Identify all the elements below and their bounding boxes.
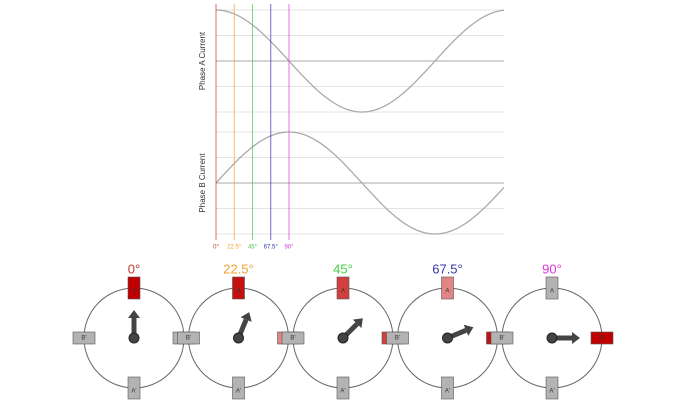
pole-label: A — [236, 289, 240, 295]
pole — [281, 331, 305, 345]
step-title: 67.5° — [432, 261, 463, 276]
rotor-hub — [233, 332, 244, 344]
pole-label: B' — [499, 336, 504, 342]
pole-label: A — [132, 289, 136, 295]
pole — [232, 276, 245, 300]
pole — [490, 331, 514, 345]
pole-label: B' — [81, 336, 86, 342]
pole-label: A — [445, 289, 449, 295]
step-title: 22.5° — [223, 261, 254, 276]
pole — [127, 376, 141, 400]
rotor-arrowhead — [128, 310, 140, 318]
angle-tick-label: 90° — [284, 245, 294, 251]
pole — [441, 376, 454, 400]
pole-label: A' — [340, 389, 345, 395]
pole — [590, 331, 614, 345]
pole — [386, 331, 409, 345]
pole-label: B — [600, 336, 604, 342]
pole-label: A' — [131, 389, 136, 395]
rotor-arrowhead — [352, 318, 363, 329]
rotor-hub — [442, 332, 453, 344]
step-title: 90° — [542, 261, 562, 276]
rotor-hub — [128, 332, 140, 344]
rotor-hub — [546, 332, 558, 344]
pole-label: B' — [395, 336, 400, 342]
pole — [336, 276, 350, 300]
angle-tick-label: 0° — [213, 245, 219, 251]
current-curve — [215, 131, 505, 235]
pole — [545, 276, 559, 300]
step-title: 0° — [128, 261, 140, 276]
pole-label: A' — [445, 389, 450, 395]
plot-label: Phase A Current — [198, 31, 207, 90]
step-title: 45° — [333, 261, 353, 276]
pole-label: A' — [549, 389, 554, 395]
rotor-arrowhead — [572, 332, 580, 344]
pole-label: A — [550, 289, 554, 295]
angle-tick-label: 67.5° — [264, 245, 279, 251]
plot-label: Phase B Current — [198, 153, 207, 213]
angle-tick-label: 45° — [248, 245, 258, 251]
pole — [336, 376, 350, 400]
pole — [72, 331, 96, 345]
rotor-hub — [337, 332, 349, 344]
pole-label: B' — [290, 336, 295, 342]
pole — [545, 376, 559, 400]
current-curve — [216, 9, 505, 113]
rotor-arrowhead — [240, 312, 252, 322]
pole-label: A' — [236, 389, 241, 395]
pole — [177, 331, 200, 345]
pole-label: B' — [186, 336, 191, 342]
pole — [441, 276, 454, 300]
angle-tick-label: 22.5° — [227, 245, 242, 251]
pole — [127, 276, 141, 300]
rotor-arrowhead — [463, 324, 474, 336]
pole-label: A — [341, 289, 345, 295]
pole — [232, 376, 245, 400]
